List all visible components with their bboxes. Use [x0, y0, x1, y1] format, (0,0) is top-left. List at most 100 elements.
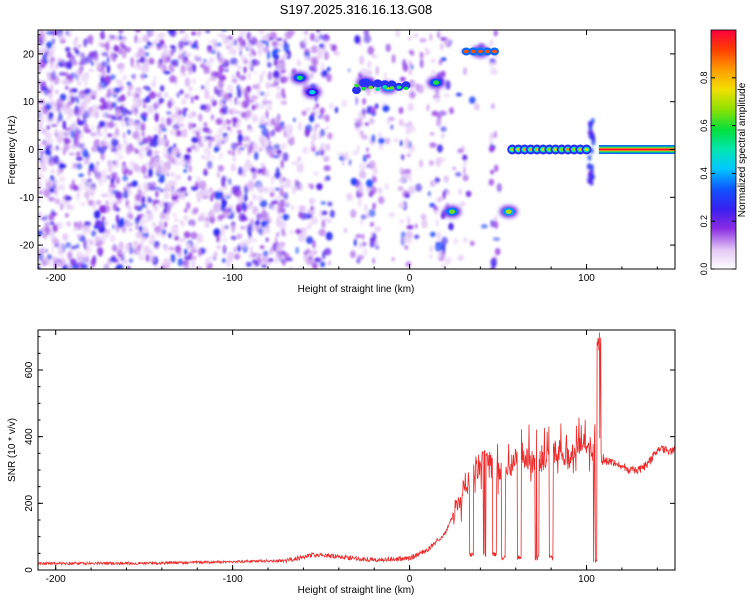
noise-speckle: [52, 226, 58, 232]
noise-speckle: [269, 37, 273, 41]
noise-speckle: [406, 153, 411, 157]
noise-speckle: [236, 70, 240, 78]
noise-speckle: [244, 163, 251, 171]
noise-speckle: [158, 127, 162, 136]
noise-speckle: [204, 257, 211, 267]
x-tick-label: -200: [46, 574, 66, 585]
noise-speckle: [51, 212, 58, 216]
noise-speckle: [190, 96, 194, 104]
noise-speckle: [88, 168, 91, 177]
noise-speckle: [115, 127, 120, 135]
noise-speckle: [110, 46, 114, 52]
noise-speckle: [164, 184, 168, 192]
noise-speckle: [259, 147, 262, 152]
noise-speckle: [100, 111, 108, 119]
noise-speckle: [225, 45, 231, 50]
noise-speckle: [44, 215, 48, 221]
noise-speckle: [323, 155, 331, 161]
noise-speckle: [110, 171, 118, 178]
tone-core: [547, 148, 552, 151]
noise-speckle: [38, 265, 41, 269]
blob-core: [309, 89, 316, 95]
noise-speckle: [489, 39, 494, 47]
noise-speckle: [200, 104, 207, 111]
noise-speckle: [145, 254, 150, 262]
noise-speckle: [230, 57, 238, 65]
noise-speckle: [354, 35, 361, 44]
noise-speckle: [262, 250, 269, 257]
noise-speckle: [153, 199, 160, 204]
snr-background: [38, 330, 675, 570]
noise-speckle: [70, 143, 76, 150]
noise-speckle: [243, 66, 247, 74]
noise-speckle: [282, 213, 290, 221]
noise-speckle: [76, 233, 81, 240]
noise-speckle: [281, 124, 287, 131]
noise-speckle: [494, 215, 498, 222]
noise-speckle: [123, 190, 129, 199]
blob-segment-core: [354, 83, 359, 88]
noise-speckle: [429, 33, 433, 41]
noise-speckle: [315, 102, 320, 109]
noise-speckle: [198, 247, 202, 257]
noise-speckle: [318, 131, 322, 140]
noise-speckle: [104, 134, 107, 143]
noise-speckle: [277, 61, 286, 71]
blob-segment-core: [484, 49, 491, 54]
noise-speckle: [163, 208, 168, 214]
noise-speckle: [390, 124, 394, 130]
blob-segment-core: [361, 86, 366, 91]
noise-speckle: [49, 169, 56, 174]
noise-speckle: [218, 156, 222, 160]
noise-speckle: [210, 114, 214, 121]
noise-speckle: [276, 149, 282, 155]
noise-speckle: [110, 147, 118, 153]
noise-speckle: [84, 221, 91, 227]
noise-speckle: [110, 199, 115, 206]
noise-speckle: [161, 127, 167, 132]
x-tick-label: -200: [46, 273, 66, 284]
noise-speckle: [130, 56, 135, 67]
noise-speckle: [458, 188, 462, 196]
noise-speckle: [130, 92, 136, 97]
noise-speckle: [55, 63, 59, 70]
noise-speckle: [233, 246, 237, 253]
noise-speckle: [161, 44, 168, 49]
noise-speckle: [146, 104, 154, 110]
noise-speckle: [439, 43, 444, 50]
noise-speckle: [134, 34, 138, 44]
noise-speckle: [75, 127, 79, 132]
noise-speckle: [100, 193, 109, 198]
noise-speckle: [280, 142, 287, 150]
noise-speckle: [74, 96, 77, 103]
noise-speckle: [159, 85, 165, 92]
noise-speckle: [400, 236, 405, 246]
noise-speckle: [357, 144, 360, 153]
noise-speckle: [167, 205, 171, 214]
spectrogram-y-ticks: -20 -10 0 10 20: [20, 34, 675, 265]
blob-segment: [352, 86, 361, 95]
noise-speckle: [38, 230, 43, 237]
noise-speckle: [368, 209, 376, 218]
noise-speckle: [73, 60, 78, 66]
noise-speckle: [123, 133, 127, 143]
noise-speckle: [159, 211, 166, 220]
tone-core: [534, 148, 539, 151]
noise-speckle: [92, 200, 96, 211]
noise-speckle: [439, 110, 445, 116]
noise-speckle: [279, 176, 284, 186]
noise-speckle: [104, 220, 109, 227]
noise-speckle: [324, 114, 330, 123]
noise-speckle: [462, 154, 468, 161]
noise-speckle: [45, 102, 52, 111]
noise-speckle: [200, 63, 206, 69]
noise-speckle: [76, 95, 80, 105]
noise-speckle: [198, 216, 203, 222]
noise-speckle: [266, 91, 270, 97]
noise-speckle: [127, 169, 133, 176]
noise-speckle: [70, 95, 75, 104]
noise-speckle: [174, 106, 180, 111]
noise-speckle: [135, 230, 143, 239]
colorbar: 0.0 0.2 0.4 0.6 0.8 Normalized spectral ampl…: [699, 29, 748, 275]
noise-speckle: [180, 64, 186, 74]
